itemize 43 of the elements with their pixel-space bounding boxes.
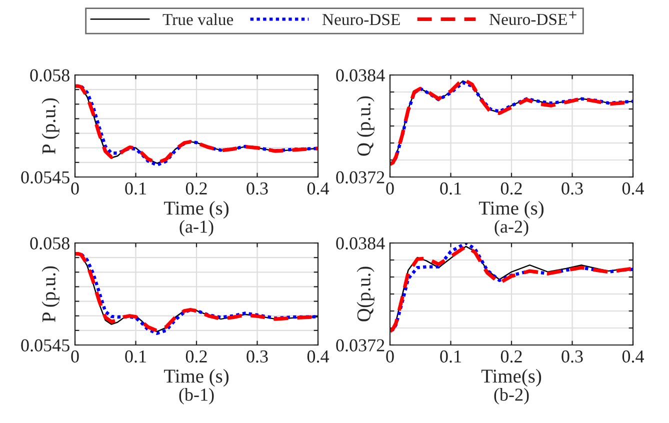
x-tick-label: 0 xyxy=(71,350,79,363)
x-axis-title: Time (s) xyxy=(478,201,544,219)
legend-label: Neuro-DSE xyxy=(322,14,400,26)
x-tick-label: 0.3 xyxy=(246,182,268,195)
x-tick-label: 0.1 xyxy=(440,182,461,195)
x-tick-label: 0 xyxy=(386,350,394,363)
x-tick-label: 0.4 xyxy=(622,182,644,195)
x-tick-label: 0 xyxy=(386,182,394,195)
x-axis-title: Time(s) xyxy=(481,369,542,387)
y-axis-title: Q (p.u.) xyxy=(356,96,374,156)
y-tick-label: 0.0384 xyxy=(336,69,385,82)
x-tick-label: 0.3 xyxy=(246,350,268,363)
y-tick-label: 0.058 xyxy=(30,237,70,250)
x-tick-label: 0.2 xyxy=(186,350,207,363)
x-tick-label: 0.2 xyxy=(500,350,522,363)
x-axis-title: Time (s) xyxy=(164,369,229,387)
x-tick-label: 0 xyxy=(71,182,79,195)
y-tick-label: 0.0545 xyxy=(21,171,70,184)
text: (b-1) xyxy=(179,388,214,404)
x-tick-label: 0.2 xyxy=(500,182,522,195)
legend-label: Neuro-DSE$^{+}$ xyxy=(489,11,576,26)
y-tick-label: 0.0372 xyxy=(336,171,384,184)
text: (b-2) xyxy=(494,388,529,404)
x-tick-label: 0.4 xyxy=(622,350,644,363)
x-tick-label: 0.1 xyxy=(440,350,461,363)
y-axis-title: P (p.u.) xyxy=(42,98,60,154)
legend-label: True value xyxy=(162,13,234,26)
text: (a-2) xyxy=(494,220,528,236)
x-tick-label: 0.4 xyxy=(307,182,330,195)
x-tick-label: 0.1 xyxy=(125,350,146,363)
x-tick-label: 0.2 xyxy=(186,182,207,195)
x-tick-label: 0.3 xyxy=(562,350,583,363)
x-axis-title: Time (s) xyxy=(164,201,229,219)
y-tick-label: 0.0384 xyxy=(336,237,385,250)
y-tick-label: 0.058 xyxy=(30,69,70,82)
y-axis-title: P (p.u.) xyxy=(42,266,60,322)
x-tick-label: 0.1 xyxy=(125,182,146,195)
x-tick-label: 0.3 xyxy=(562,182,583,195)
text: (a-1) xyxy=(180,220,214,236)
y-tick-label: 0.0545 xyxy=(21,339,70,352)
x-tick-label: 0.4 xyxy=(307,350,330,363)
y-tick-label: 0.0372 xyxy=(336,339,384,352)
y-axis-title: Q(p.u.) xyxy=(356,266,374,322)
